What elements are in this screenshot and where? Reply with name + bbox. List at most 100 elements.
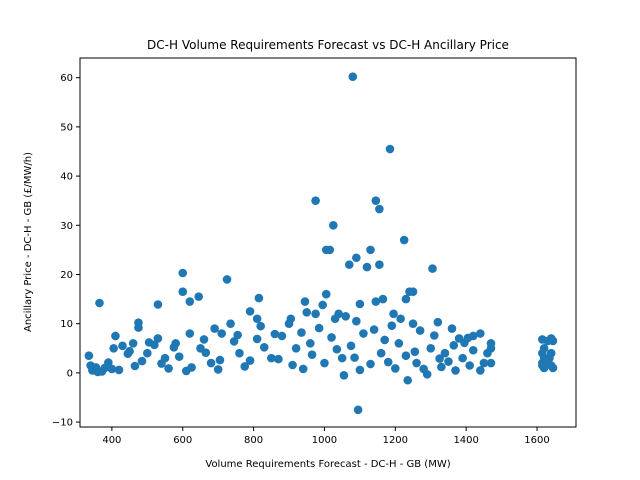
data-point [339, 371, 349, 380]
x-tick-label: 1400 [453, 435, 478, 446]
data-point [375, 260, 384, 269]
data-point [245, 307, 255, 316]
data-point [128, 339, 138, 348]
data-point [341, 312, 351, 321]
data-point [329, 220, 338, 230]
data-point [118, 341, 127, 351]
data-point [185, 329, 195, 338]
data-point [371, 297, 381, 306]
data-point [95, 298, 104, 308]
data-point [401, 351, 411, 360]
data-point [408, 319, 418, 328]
data-point [394, 339, 404, 348]
y-axis-label: Ancillary Price - DC-H - GB (£/MW/h) [23, 152, 34, 332]
data-point [479, 358, 489, 368]
data-point [401, 294, 411, 304]
data-point [125, 346, 134, 356]
data-point [387, 321, 397, 330]
data-point [240, 362, 250, 371]
data-point [185, 297, 195, 306]
y-tick-label: 50 [60, 122, 73, 133]
data-point [348, 72, 358, 81]
data-point [476, 366, 485, 375]
data-point [548, 336, 558, 346]
data-point [548, 363, 558, 373]
data-point [355, 365, 365, 375]
data-point [210, 324, 219, 333]
plot-area-frame [79, 57, 577, 428]
data-point [97, 367, 107, 376]
data-point [270, 329, 280, 339]
y-tick-label: −10 [52, 418, 73, 429]
data-point [468, 345, 478, 355]
data-point [314, 323, 324, 333]
data-point [486, 358, 496, 368]
data-point [325, 245, 335, 255]
data-point [109, 343, 118, 353]
data-point [378, 294, 388, 304]
data-point [153, 300, 163, 309]
data-point [444, 357, 453, 366]
data-point [233, 330, 242, 340]
y-tick-label: 60 [60, 73, 73, 84]
data-point [359, 329, 368, 338]
data-point [376, 348, 386, 358]
data-point [164, 364, 173, 373]
data-point [144, 338, 154, 347]
data-point [298, 364, 308, 374]
data-point [199, 335, 209, 344]
x-tick-label: 1000 [312, 435, 337, 446]
data-point [353, 405, 363, 415]
data-points [84, 72, 558, 415]
data-point [332, 344, 342, 354]
data-point [369, 325, 379, 334]
data-point [350, 353, 359, 362]
data-point [437, 362, 446, 372]
data-point [245, 356, 255, 365]
data-point [252, 334, 262, 344]
x-tick-label: 1200 [383, 435, 408, 446]
data-point [153, 334, 163, 343]
data-point [157, 359, 166, 368]
data-point [114, 365, 124, 375]
data-point [380, 335, 389, 345]
data-point [254, 293, 264, 303]
data-point [307, 350, 317, 359]
data-point [137, 356, 147, 366]
data-point [143, 348, 152, 358]
data-point [396, 314, 405, 324]
data-point [107, 364, 117, 374]
data-point [327, 333, 336, 342]
data-point [181, 366, 191, 376]
data-point [259, 343, 269, 352]
data-point [300, 297, 310, 306]
data-point [476, 329, 485, 338]
y-tick-label: 0 [67, 368, 73, 379]
data-point [545, 353, 554, 363]
data-point [311, 196, 320, 205]
data-point [320, 358, 329, 368]
x-axis: 400 600 800 1000 1200 1400 1600 [102, 427, 550, 446]
data-point [483, 348, 492, 358]
x-tick-label: 800 [244, 435, 263, 446]
data-point [201, 348, 211, 358]
x-tick-label: 1600 [524, 435, 549, 446]
data-point [435, 354, 444, 363]
data-point [428, 264, 437, 273]
data-point [391, 364, 400, 373]
data-point [226, 319, 235, 328]
data-point [399, 235, 409, 245]
data-point [302, 308, 312, 317]
data-point [256, 321, 265, 331]
data-point [267, 353, 276, 363]
data-point [337, 353, 347, 363]
data-point [352, 316, 361, 326]
data-point [458, 353, 467, 363]
data-point [321, 289, 331, 299]
data-point [235, 348, 244, 358]
y-tick-label: 30 [60, 221, 73, 232]
data-point [408, 287, 418, 297]
data-point [538, 361, 547, 370]
